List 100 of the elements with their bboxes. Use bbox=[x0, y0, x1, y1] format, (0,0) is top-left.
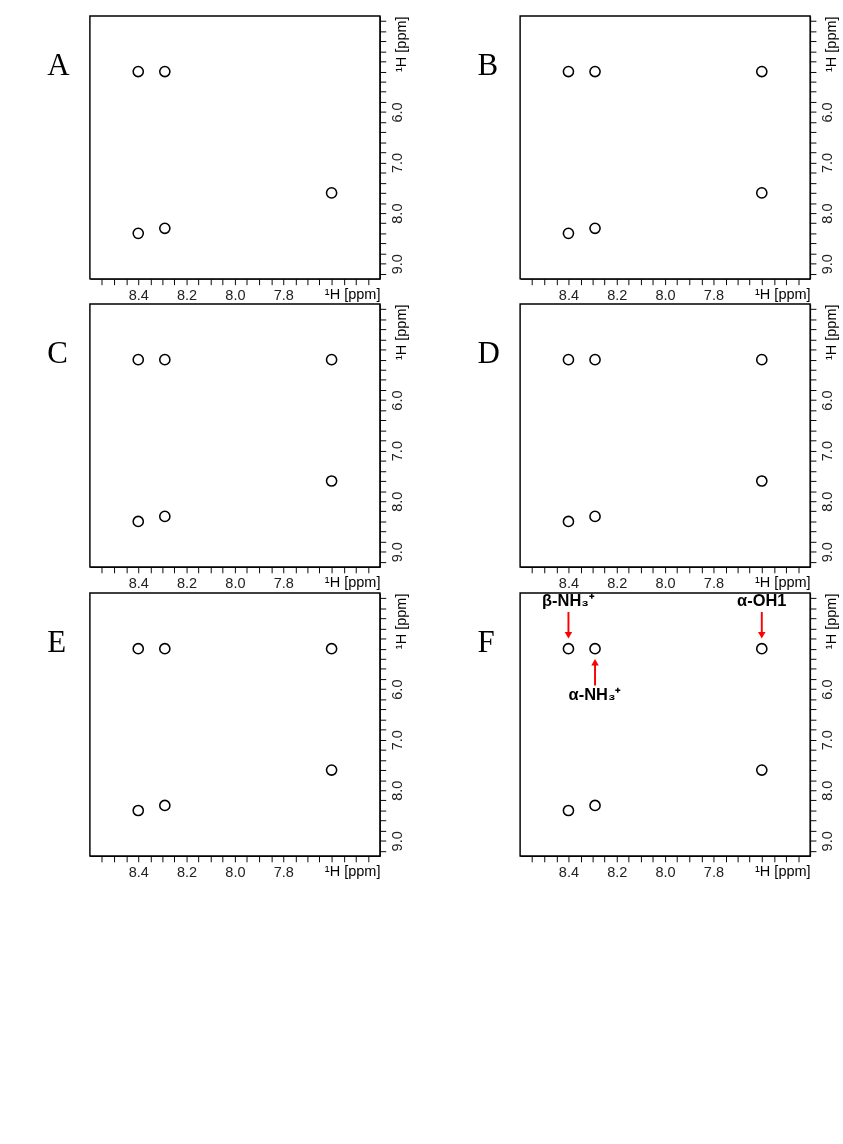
y-tick-label: 6.0 bbox=[818, 679, 835, 700]
y-tick-label: 9.0 bbox=[388, 831, 405, 852]
point bbox=[589, 222, 601, 235]
point bbox=[755, 475, 768, 487]
x-tick-label: 8.4 bbox=[128, 286, 149, 303]
point bbox=[325, 187, 338, 199]
y-tick-label: 7.0 bbox=[388, 152, 405, 174]
y-tick-label: 6.0 bbox=[818, 390, 835, 411]
annotation: β-NH₃⁺ bbox=[542, 591, 595, 610]
point bbox=[589, 799, 601, 812]
y-tick-label: 9.0 bbox=[818, 542, 835, 563]
point bbox=[158, 353, 171, 366]
x-tick-label: 8.2 bbox=[176, 574, 198, 591]
point bbox=[132, 227, 145, 240]
x-tick-label: 8.4 bbox=[558, 286, 580, 303]
point bbox=[755, 642, 768, 655]
point bbox=[158, 642, 171, 655]
y-tick-label: 9.0 bbox=[818, 254, 835, 275]
point bbox=[132, 515, 145, 528]
y-tick-label: 7.0 bbox=[818, 152, 835, 174]
x-axis-title: ¹H [ppm] bbox=[324, 573, 381, 590]
x-axis-title: ¹H [ppm] bbox=[324, 862, 381, 879]
point bbox=[158, 510, 171, 523]
x-tick-label: 8.4 bbox=[558, 863, 580, 880]
point bbox=[562, 353, 575, 366]
point bbox=[562, 804, 575, 817]
point bbox=[325, 764, 338, 776]
point bbox=[325, 642, 338, 655]
y-axis-title: ¹H [ppm] bbox=[822, 16, 839, 72]
x-tick-label: 7.8 bbox=[273, 863, 294, 880]
x-tick-label: 8.0 bbox=[655, 286, 676, 303]
x-tick-label: 7.8 bbox=[703, 863, 725, 880]
point bbox=[158, 65, 171, 78]
point bbox=[132, 353, 145, 366]
point bbox=[158, 799, 171, 812]
text: B bbox=[477, 46, 499, 82]
y-axis-title: ¹H [ppm] bbox=[392, 304, 409, 361]
point bbox=[132, 642, 145, 655]
y-axis-title: ¹H [ppm] bbox=[822, 304, 839, 361]
x-axis-title: ¹H [ppm] bbox=[755, 573, 811, 590]
annotation: α-OH1 bbox=[737, 591, 787, 610]
y-tick-label: 9.0 bbox=[388, 542, 405, 563]
y-tick-label: 7.0 bbox=[818, 441, 835, 462]
text: F bbox=[477, 623, 495, 659]
y-tick-label: 7.0 bbox=[818, 730, 835, 751]
y-tick-label: 6.0 bbox=[388, 102, 405, 123]
point bbox=[755, 65, 768, 78]
x-tick-label: 8.2 bbox=[607, 286, 628, 303]
x-tick-label: 8.0 bbox=[225, 286, 246, 303]
point bbox=[562, 642, 575, 655]
y-tick-label: 8.0 bbox=[388, 780, 405, 801]
point bbox=[158, 222, 171, 235]
x-tick-label: 8.4 bbox=[128, 863, 149, 880]
point bbox=[325, 353, 338, 366]
point bbox=[589, 65, 601, 78]
point bbox=[562, 515, 575, 528]
y-tick-label: 6.0 bbox=[388, 679, 405, 700]
text: D bbox=[477, 334, 500, 370]
x-tick-label: 7.8 bbox=[273, 286, 294, 303]
x-tick-label: 7.8 bbox=[703, 574, 725, 591]
y-tick-label: 8.0 bbox=[388, 491, 405, 512]
y-axis-title: ¹H [ppm] bbox=[822, 593, 839, 650]
x-axis-title: ¹H [ppm] bbox=[755, 862, 811, 879]
point bbox=[755, 353, 768, 366]
x-tick-label: 8.0 bbox=[225, 863, 246, 880]
x-tick-label: 7.8 bbox=[703, 286, 725, 303]
y-tick-label: 6.0 bbox=[818, 102, 835, 123]
y-tick-label: 9.0 bbox=[388, 254, 405, 275]
y-axis-title: ¹H [ppm] bbox=[392, 16, 409, 72]
point bbox=[589, 510, 601, 523]
point bbox=[132, 804, 145, 817]
y-tick-label: 9.0 bbox=[818, 831, 835, 852]
x-tick-label: 8.0 bbox=[225, 574, 246, 591]
point bbox=[325, 475, 338, 487]
x-tick-label: 8.4 bbox=[558, 574, 580, 591]
point bbox=[755, 764, 768, 776]
y-tick-label: 7.0 bbox=[388, 730, 405, 751]
x-axis-title: ¹H [ppm] bbox=[755, 285, 811, 302]
y-tick-label: 8.0 bbox=[818, 203, 835, 224]
point bbox=[589, 353, 601, 366]
point bbox=[562, 227, 575, 240]
y-tick-label: 8.0 bbox=[818, 780, 835, 801]
y-tick-label: 7.0 bbox=[388, 441, 405, 462]
text: A bbox=[47, 46, 71, 82]
point bbox=[562, 65, 575, 78]
x-tick-label: 8.4 bbox=[128, 574, 149, 591]
text: C bbox=[47, 334, 68, 370]
x-tick-label: 8.0 bbox=[655, 574, 676, 591]
point bbox=[132, 65, 145, 78]
x-tick-label: 8.2 bbox=[176, 286, 198, 303]
y-tick-label: 6.0 bbox=[388, 390, 405, 411]
x-axis-title: ¹H [ppm] bbox=[324, 285, 381, 302]
point bbox=[589, 642, 601, 655]
x-tick-label: 8.2 bbox=[176, 863, 198, 880]
point bbox=[755, 187, 768, 199]
y-axis-title: ¹H [ppm] bbox=[392, 593, 409, 650]
annotation: α-NH₃⁺ bbox=[568, 684, 622, 703]
x-tick-label: 8.2 bbox=[607, 574, 628, 591]
x-tick-label: 8.2 bbox=[607, 863, 628, 880]
y-tick-label: 8.0 bbox=[388, 203, 405, 224]
